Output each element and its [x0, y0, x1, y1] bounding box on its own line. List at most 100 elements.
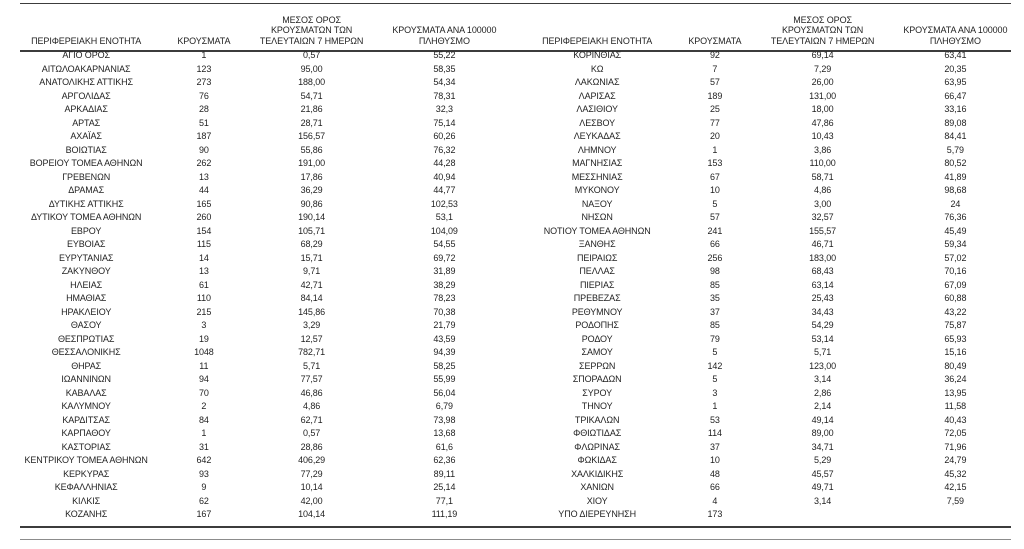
- column-header-line: ΠΕΡΙΦΕΡΕΙΑΚΗ ΕΝΟΤΗΤΑ: [542, 35, 653, 46]
- avg7-cell: 47,86: [811, 117, 834, 128]
- region-cell: ΠΕΙΡΑΙΩΣ: [576, 252, 618, 263]
- region-cell: ΚΕΡΚΥΡΑΣ: [63, 468, 110, 479]
- region-cell: ΚΑΡΠΑΘΟΥ: [61, 428, 111, 438]
- top-rule: [20, 3, 1011, 4]
- table-row: ΘΗΡΑΣ 11 5,71 58,25: [6, 360, 507, 374]
- region-cell: ΗΡΑΚΛΕΙΟΥ: [61, 306, 112, 317]
- avg7-cell: 18,00: [811, 104, 834, 114]
- per100k-cell: 57,02: [944, 252, 967, 263]
- per100k-cell: 98,68: [944, 185, 967, 195]
- avg7-cell: 7,29: [814, 63, 832, 74]
- cases-cell: 98: [709, 266, 720, 276]
- region-cell: ΦΘΙΩΤΙΔΑΣ: [573, 428, 622, 438]
- per100k-cell: 43,59: [433, 333, 456, 344]
- cases-cell: 154: [196, 225, 212, 236]
- cases-cell: 51: [198, 117, 209, 128]
- table-row: ΒΟΡΕΙΟΥ ΤΟΜΕΑ ΑΘΗΝΩΝ 262 191,00 44,28: [6, 157, 507, 171]
- region-cell: ΑΓΙΟ ΟΡΟΣ: [62, 50, 110, 60]
- table-row: ΚΕΝΤΡΙΚΟΥ ΤΟΜΕΑ ΑΘΗΝΩΝ 642 406,29 62,36: [6, 454, 507, 468]
- avg7-cell: 156,57: [298, 131, 326, 141]
- per100k-cell: 15,16: [944, 347, 967, 357]
- cases-cell: 3: [201, 320, 207, 330]
- column-header-cases: ΚΡΟΥΣΜΑΤΑ: [677, 4, 752, 49]
- per100k-cell: 25,14: [433, 482, 456, 492]
- per100k-cell: 31,89: [433, 266, 456, 276]
- avg7-cell: 10,43: [811, 131, 834, 141]
- region-cell: ΚΑΒΑΛΑΣ: [65, 387, 107, 398]
- cases-cell: 1: [201, 428, 207, 438]
- cases-cell: 31: [198, 441, 209, 452]
- cases-cell: 70: [198, 387, 209, 398]
- region-cell: ΤΡΙΚΑΛΩΝ: [574, 414, 620, 425]
- table-row: ΝΟΤΙΟΥ ΤΟΜΕΑ ΑΘΗΝΩΝ 241 155,57 45,49: [517, 225, 1018, 239]
- per100k-cell: 60,88: [944, 293, 967, 303]
- per100k-cell: 111,19: [431, 509, 458, 519]
- region-cell: ΝΑΞΟΥ: [581, 198, 613, 209]
- column-header-line: ΚΡΟΥΣΜΑΤΑ ΑΝΑ 100000: [903, 25, 1008, 35]
- table-row: ΘΑΣΟΥ 3 3,29 21,79: [6, 319, 507, 333]
- column-header-line: ΠΕΡΙΦΕΡΕΙΑΚΗ ΕΝΟΤΗΤΑ: [31, 35, 142, 46]
- region-cell: ΗΜΑΘΙΑΣ: [66, 293, 107, 303]
- table-row: ΡΟΔΟΥ 79 53,14 65,93: [517, 333, 1018, 347]
- per100k-cell: 72,05: [944, 428, 967, 438]
- cases-cell: 25: [709, 104, 720, 114]
- cases-cell: 189: [707, 90, 723, 101]
- table-row: ΛΗΜΝΟΥ 1 3,86 5,79: [517, 144, 1018, 158]
- table-row: ΝΗΣΩΝ 57 32,57 76,36: [517, 211, 1018, 225]
- cases-cell: 35: [709, 293, 720, 303]
- avg7-cell: 4,86: [814, 185, 832, 195]
- cases-cell: 3: [712, 387, 718, 398]
- cases-cell: 260: [196, 212, 212, 222]
- region-cell: ΑΙΤΩΛΟΑΚΑΡΝΑΝΙΑΣ: [41, 63, 131, 74]
- per100k-cell: 89,08: [944, 117, 967, 128]
- region-cell: ΧΙΟΥ: [586, 495, 608, 506]
- table-row: ΛΑΡΙΣΑΣ 189 131,00 66,47: [517, 90, 1018, 104]
- table-row: ΚΑΡΠΑΘΟΥ 1 0,57 13,68: [6, 427, 507, 441]
- per100k-cell: 56,04: [433, 387, 456, 398]
- per100k-cell: 62,36: [433, 455, 456, 465]
- region-cell: ΜΕΣΣΗΝΙΑΣ: [571, 171, 623, 182]
- per100k-cell: 21,79: [433, 320, 456, 330]
- region-cell: ΑΡΓΟΛΙΔΑΣ: [61, 90, 111, 101]
- cases-cell: 37: [709, 306, 720, 317]
- region-cell: ΠΡΕΒΕΖΑΣ: [573, 293, 621, 303]
- per100k-cell: 54,34: [433, 77, 456, 87]
- cases-cell: 14: [198, 252, 209, 263]
- per100k-cell: 71,96: [944, 441, 967, 452]
- avg7-cell: 25,43: [811, 293, 834, 303]
- avg7-cell: 69,14: [811, 50, 834, 60]
- cases-cell: 57: [709, 212, 720, 222]
- cases-cell: 92: [709, 50, 720, 60]
- table-row: ΡΕΘΥΜΝΟΥ 37 34,43 43,22: [517, 306, 1018, 320]
- region-cell: ΑΧΑΪΑΣ: [70, 131, 102, 141]
- per100k-cell: 36,24: [944, 374, 967, 384]
- per100k-cell: 45,49: [944, 225, 967, 236]
- cases-cell: 5: [712, 198, 718, 209]
- cases-cell: 215: [196, 306, 212, 317]
- avg7-cell: 5,71: [814, 347, 832, 357]
- avg7-cell: 95,00: [300, 63, 323, 74]
- tables-container: ΠΕΡΙΦΕΡΕΙΑΚΗ ΕΝΟΤΗΤΑ ΚΡΟΥΣΜΑΤΑ ΜΕΣΟΣ ΟΡΟΣ Κ…: [6, 4, 1018, 522]
- cases-cell: 142: [707, 360, 723, 371]
- cases-cell: 28: [198, 104, 209, 114]
- cases-cell: 256: [707, 252, 723, 263]
- per100k-cell: 11,58: [944, 401, 967, 411]
- table-row: ΖΑΚΥΝΘΟΥ 13 9,71 31,89: [6, 265, 507, 279]
- table-row: ΚΑΡΔΙΤΣΑΣ 84 62,71 73,98: [6, 414, 507, 428]
- column-header-region: ΠΕΡΙΦΕΡΕΙΑΚΗ ΕΝΟΤΗΤΑ: [6, 4, 166, 49]
- avg7-cell: 110,00: [809, 158, 836, 168]
- region-cell: ΚΩ: [590, 63, 604, 74]
- region-cell: ΠΙΕΡΙΑΣ: [579, 279, 615, 290]
- per100k-cell: 33,16: [944, 104, 967, 114]
- region-cell: ΚΙΛΚΙΣ: [72, 495, 101, 506]
- table-row: ΕΥΒΟΙΑΣ 115 68,29 54,55: [6, 238, 507, 252]
- region-cell: ΣΥΡΟΥ: [582, 387, 613, 398]
- per100k-cell: 75,87: [944, 320, 967, 330]
- column-header-line: ΚΡΟΥΣΜΑΤΑ: [688, 35, 742, 46]
- avg7-cell: 42,00: [300, 495, 323, 506]
- header-row: ΠΕΡΙΦΕΡΕΙΑΚΗ ΕΝΟΤΗΤΑ ΚΡΟΥΣΜΑΤΑ ΜΕΣΟΣ ΟΡΟΣ Κ…: [517, 4, 1018, 49]
- column-header-avg7: ΜΕΣΟΣ ΟΡΟΣ ΚΡΟΥΣΜΑΤΩΝ ΤΩΝ ΤΕΛΕΥΤΑΙΩΝ 7 ΗΜΕ…: [752, 4, 892, 49]
- cases-cell: 66: [709, 482, 720, 492]
- region-cell: ΖΑΚΥΝΘΟΥ: [61, 266, 111, 276]
- avg7-cell: 45,57: [811, 468, 834, 479]
